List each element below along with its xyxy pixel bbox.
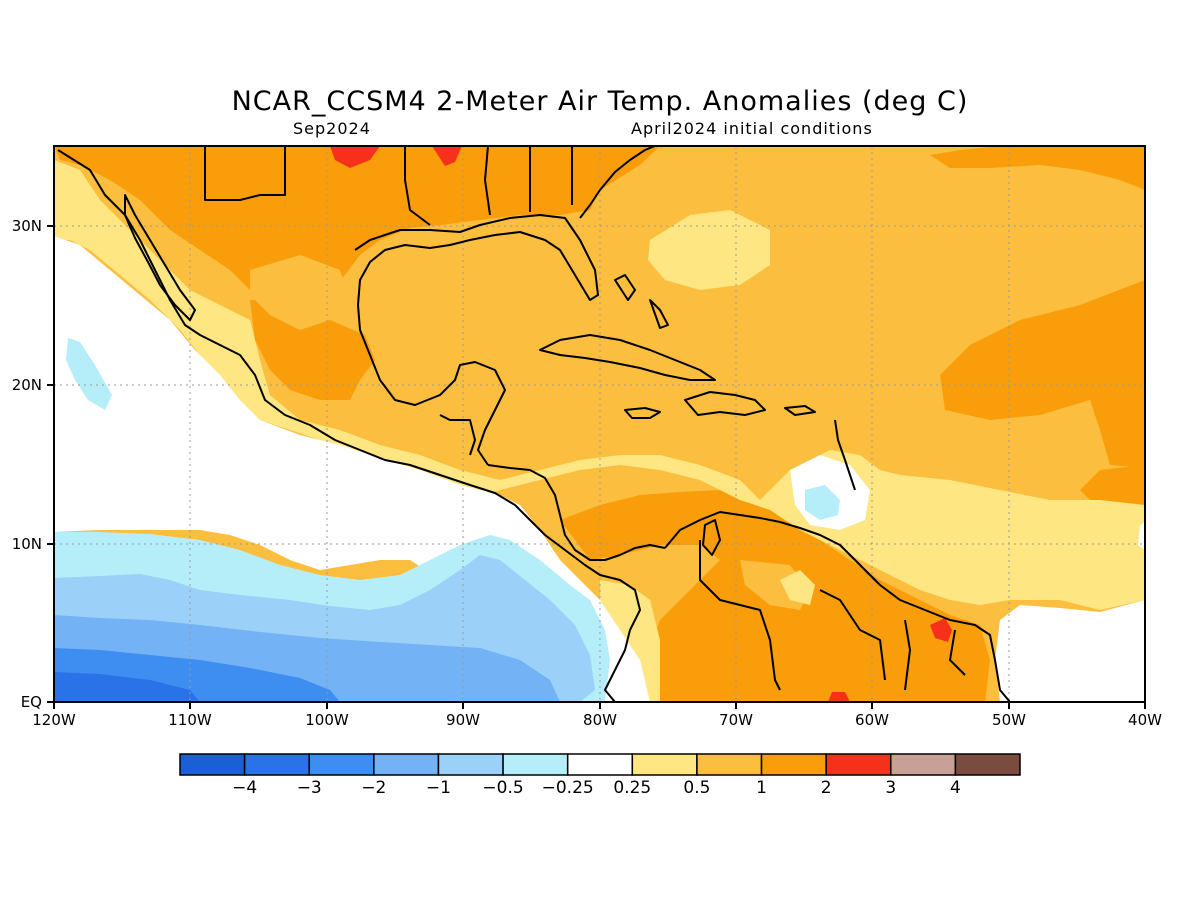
lon-labels: 120W 110W 100W 90W 80W 70W 60W 50W 40W	[32, 711, 1162, 729]
lon-tick-label: 70W	[719, 711, 753, 729]
colorbar: −4 −3 −2 −1 −0.5 −0.25 0.25 0.5 1 2 3 4	[179, 753, 1021, 798]
anomaly-field	[54, 146, 1145, 702]
colorbar-swatch	[308, 753, 375, 776]
colorbar-swatch	[437, 753, 504, 776]
lat-tick-label: 20N	[12, 376, 42, 394]
colorbar-swatch	[696, 753, 763, 776]
colorbar-label: −1	[426, 778, 451, 798]
colorbar-label: 2	[821, 778, 832, 798]
colorbar-swatch	[373, 753, 440, 776]
colorbar-label: 0.5	[683, 778, 710, 798]
lon-tick-label: 80W	[583, 711, 617, 729]
colorbar-label: 1	[756, 778, 767, 798]
coastlines	[57, 146, 1011, 702]
lat-tick-label: 10N	[12, 535, 42, 553]
lon-tick-label: 110W	[168, 711, 212, 729]
colorbar-label: −3	[297, 778, 322, 798]
colorbar-label: −2	[361, 778, 386, 798]
colorbar-swatch	[502, 753, 569, 776]
lat-labels: 30N 20N 10N EQ	[12, 217, 42, 711]
lon-tick-label: 50W	[992, 711, 1026, 729]
colorbar-label: 3	[885, 778, 896, 798]
colorbar-label: 0.25	[613, 778, 651, 798]
lon-tick-label: 90W	[446, 711, 480, 729]
lon-tick-label: 60W	[855, 711, 889, 729]
initial-conditions: April2024 initial conditions	[631, 119, 873, 138]
colorbar-swatch	[243, 753, 310, 776]
colorbar-label: 4	[950, 778, 961, 798]
colorbar-swatch	[566, 753, 634, 776]
colorbar-swatch	[760, 753, 827, 776]
lat-tick-label: 30N	[12, 217, 42, 235]
tick-marks	[47, 225, 1146, 709]
colorbar-swatch	[179, 753, 246, 776]
colorbar-swatch	[631, 753, 698, 776]
colorbar-swatch	[890, 753, 957, 776]
colorbar-label: −4	[232, 778, 257, 798]
lat-tick-label: EQ	[21, 693, 42, 711]
colorbar-swatch	[825, 753, 892, 776]
lon-tick-label: 40W	[1128, 711, 1162, 729]
colorbar-label: −0.5	[482, 778, 523, 798]
colorbar-label: −0.25	[542, 778, 594, 798]
lon-tick-label: 120W	[32, 711, 76, 729]
colorbar-swatch	[954, 753, 1021, 776]
graticule	[54, 146, 1145, 702]
map-title: NCAR_CCSM4 2-Meter Air Temp. Anomalies (…	[231, 86, 969, 117]
lon-tick-label: 100W	[305, 711, 349, 729]
forecast-month: Sep2024	[293, 119, 371, 138]
